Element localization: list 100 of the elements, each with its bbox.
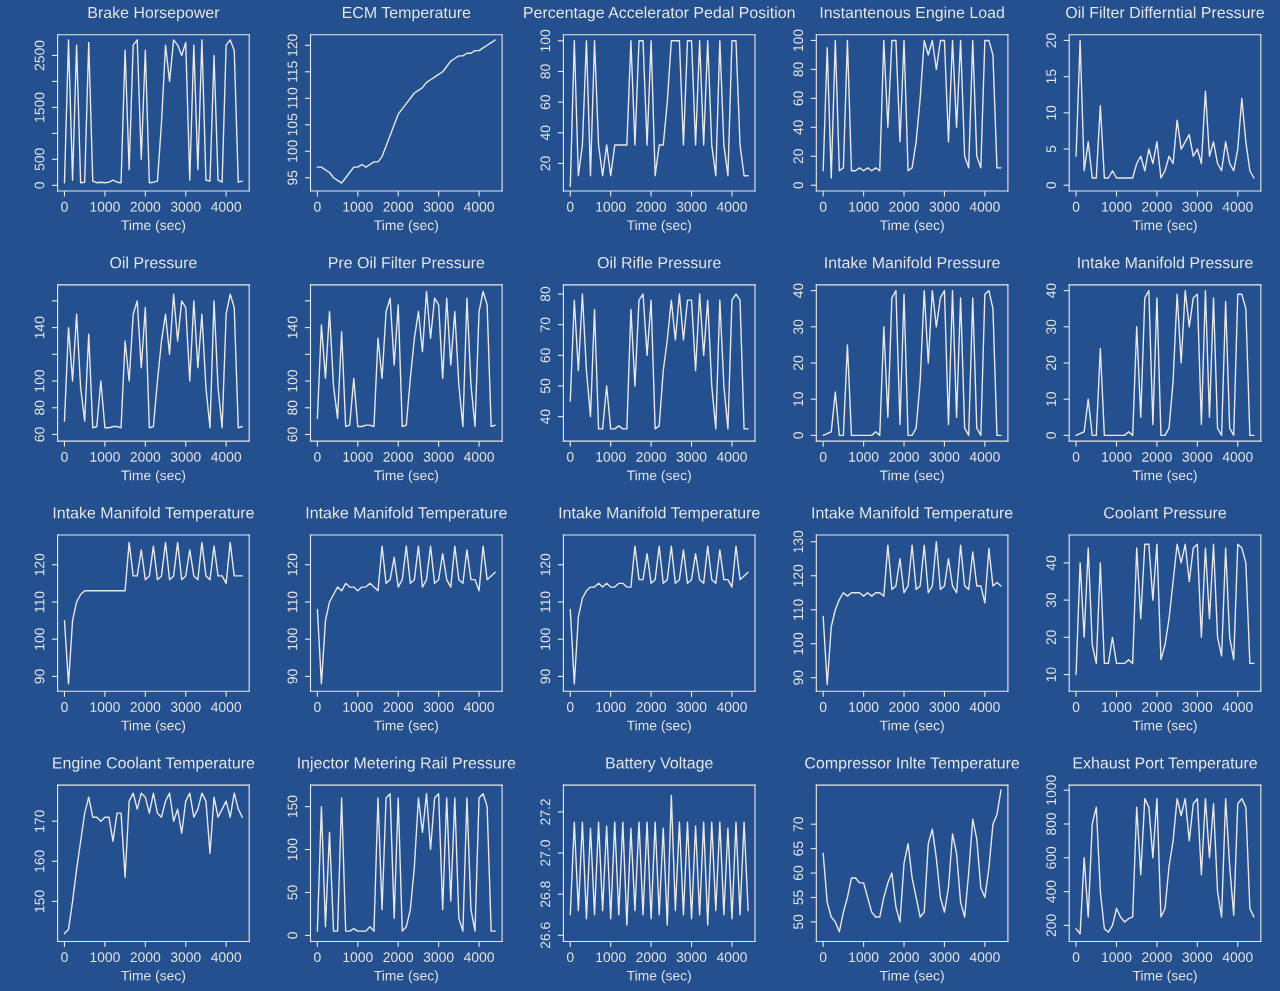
line-series [316, 545, 496, 685]
line-series [1075, 543, 1255, 676]
x-tick-label: 3000 [929, 201, 960, 212]
x-tick-label: 3000 [1182, 952, 1213, 963]
y-tick-label: 100 [793, 29, 804, 51]
y-tick-label: 60 [793, 865, 804, 881]
line-series [63, 541, 244, 685]
y-tick-label: 150 [34, 890, 45, 912]
y-tick-label: 115 [287, 61, 298, 82]
x-axis-title: Time (sec) [374, 470, 438, 484]
x-tick-label: 1000 [343, 702, 373, 712]
x-tick-label: 4000 [716, 201, 747, 212]
y-tick-label: 120 [287, 553, 298, 576]
chart-title: Pre Oil Filter Pressure [329, 256, 485, 269]
y-tick-label: 100 [540, 29, 551, 52]
y-tick-label: 80 [793, 62, 804, 77]
x-tick-label: 2000 [130, 702, 161, 712]
y-tick-label: 110 [793, 599, 804, 620]
y-tick-label: 40 [793, 283, 804, 299]
x-tick-label: 3000 [676, 451, 707, 462]
x-axis-title: Time (sec) [374, 970, 438, 984]
chart-title: ECM Temperature [342, 6, 471, 22]
y-tick-label: 110 [287, 591, 298, 612]
x-tick-label: 2000 [130, 451, 161, 462]
x-tick-label: 4000 [211, 702, 242, 712]
x-tick-label: 0 [1072, 451, 1080, 462]
y-tick-label: 10 [1046, 105, 1057, 120]
x-tick-label: 4000 [716, 952, 747, 963]
y-tick-label: 40 [540, 125, 551, 141]
x-tick-label: 1000 [849, 201, 879, 212]
x-tick-label: 0 [819, 201, 827, 212]
x-tick-label: 4000 [716, 451, 747, 462]
x-tick-label: 4000 [1222, 952, 1253, 963]
y-tick-label: 20 [1046, 630, 1057, 645]
chart-title: Exhaust Port Temperature [1073, 756, 1257, 772]
x-tick-label: 3000 [423, 702, 454, 712]
y-tick-label: 55 [793, 890, 804, 905]
y-tick-label: 0 [34, 181, 45, 189]
y-tick-label: 60 [540, 94, 551, 110]
y-tick-label: 0 [287, 932, 298, 939]
x-tick-label: 0 [1072, 702, 1080, 712]
y-tick-label: 120 [540, 553, 551, 576]
y-tick-label: 60 [34, 427, 45, 442]
x-tick-label: 2000 [889, 702, 919, 712]
y-tick-label: 140 [287, 316, 298, 339]
x-tick-label: 3000 [676, 201, 707, 212]
line-series [569, 40, 749, 188]
chart-title: Percentage Accelerator Pedal Position [524, 6, 795, 22]
line-series [1075, 289, 1255, 437]
x-tick-label: 1000 [596, 952, 626, 963]
y-tick-label: 100 [34, 369, 45, 392]
x-tick-label: 0 [819, 952, 827, 963]
x-tick-label: 1000 [343, 952, 373, 963]
x-axis-title: Time (sec) [374, 219, 438, 233]
x-tick-label: 1000 [849, 702, 879, 712]
y-tick-label: 80 [540, 64, 551, 79]
x-axis-title: Time (sec) [374, 720, 438, 734]
chart-title: Brake Horsepower [88, 6, 220, 22]
x-axis-title: Time (sec) [1132, 470, 1197, 484]
y-tick-label: 1000 [1046, 775, 1057, 805]
x-axis-title: Time (sec) [626, 470, 691, 484]
x-tick-label: 3000 [423, 201, 454, 212]
x-tick-label: 2000 [636, 952, 667, 963]
y-tick-label: 90 [540, 669, 551, 684]
x-axis-title: Time (sec) [121, 219, 186, 233]
chart-title: Oil Rifle Pressure [597, 256, 721, 269]
line-series [316, 39, 496, 184]
line-series [822, 541, 1002, 686]
x-tick-label: 4000 [969, 201, 1000, 212]
chart-title: Intake Manifold Temperature [306, 506, 507, 522]
x-tick-label: 2000 [636, 702, 667, 712]
chart-title: Engine Coolant Temperature [53, 756, 255, 772]
y-tick-label: 600 [1046, 846, 1057, 869]
y-tick-label: 500 [34, 148, 45, 171]
x-tick-label: 4000 [211, 451, 242, 462]
x-tick-label: 0 [819, 702, 827, 712]
line-series [822, 289, 1002, 437]
y-tick-label: 20 [1046, 355, 1057, 371]
x-tick-label: 0 [566, 451, 574, 462]
y-tick-label: 100 [287, 140, 298, 162]
x-tick-label: 4000 [463, 952, 494, 963]
y-tick-label: 0 [1046, 432, 1057, 439]
y-tick-label: 105 [287, 113, 298, 136]
y-tick-label: 80 [287, 400, 298, 415]
x-tick-label: 2000 [383, 952, 414, 963]
x-tick-label: 0 [314, 952, 321, 963]
y-tick-label: 50 [287, 885, 298, 900]
chart-title: Intake Manifold Temperature [559, 506, 760, 522]
chart-title: Battery Voltage [606, 756, 713, 772]
x-tick-label: 3000 [1182, 702, 1213, 712]
y-tick-label: 20 [793, 149, 804, 164]
line-series [569, 293, 749, 430]
y-tick-label: 50 [540, 378, 551, 394]
y-tick-label: 100 [287, 628, 298, 650]
x-tick-label: 2000 [1142, 702, 1172, 712]
y-tick-label: 0 [793, 181, 804, 189]
x-tick-label: 0 [566, 201, 574, 212]
y-tick-label: 30 [1046, 319, 1057, 334]
y-tick-label: 50 [793, 914, 804, 930]
x-axis-title: Time (sec) [626, 720, 691, 734]
